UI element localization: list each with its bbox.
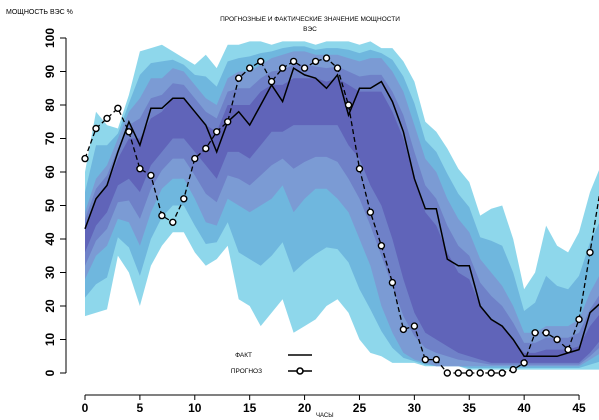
forecast-point bbox=[575, 315, 583, 324]
forecast-point bbox=[432, 355, 440, 364]
forecast-point bbox=[542, 329, 550, 337]
forecast-point bbox=[81, 154, 89, 163]
x-tick-label: 0 bbox=[82, 401, 89, 415]
chart-title: ПРОГНОЗНЫЕ И ФАКТИЧЕСКИЕ ЗНАЧЕНИЕ МОЩНОС… bbox=[200, 15, 420, 35]
forecast-point bbox=[498, 369, 506, 377]
legend-marker-forecast bbox=[296, 367, 304, 375]
fact-line bbox=[84, 66, 599, 358]
forecast-point bbox=[257, 57, 265, 66]
forecast-point bbox=[388, 278, 397, 287]
x-tick-label: 20 bbox=[298, 401, 312, 415]
y-axis: 0 10 20 30 40 50 60 70 80 90 100 bbox=[43, 28, 67, 376]
forecast-point bbox=[454, 369, 462, 377]
y-tick-label: 20 bbox=[43, 299, 57, 313]
y-axis-title: МОЩНОСТЬ ВЭС % bbox=[6, 9, 73, 16]
x-tick-label: 45 bbox=[572, 401, 586, 415]
forecast-line bbox=[84, 57, 599, 374]
forecast-point bbox=[410, 322, 419, 330]
forecast-point bbox=[564, 345, 572, 354]
x-tick-label: 30 bbox=[408, 401, 422, 415]
x-tick-label: 5 bbox=[137, 401, 144, 415]
forecast-point bbox=[487, 369, 495, 377]
y-tick-label: 100 bbox=[43, 28, 57, 48]
x-tick-label: 35 bbox=[463, 401, 477, 415]
forecast-point bbox=[421, 355, 429, 364]
x-axis-title: ЧАСЫ bbox=[316, 413, 334, 419]
forecast-point bbox=[300, 64, 309, 72]
x-axis: 0 5 10 15 20 25 30 35 40 45 bbox=[82, 394, 586, 415]
series-lines bbox=[84, 57, 599, 374]
forecast-point bbox=[531, 329, 539, 337]
forecast-point bbox=[333, 64, 342, 72]
forecast-point bbox=[92, 124, 100, 133]
forecast-point bbox=[399, 325, 408, 334]
forecast-point bbox=[289, 57, 298, 66]
forecast-point bbox=[344, 101, 353, 109]
forecast-point bbox=[169, 218, 177, 227]
legend: ФАКТ ПРОГНОЗ bbox=[231, 352, 312, 375]
x-tick-label: 40 bbox=[517, 401, 531, 415]
forecast-point bbox=[223, 118, 232, 126]
forecast-markers bbox=[81, 54, 594, 377]
forecast-point bbox=[509, 365, 517, 374]
y-tick-label: 80 bbox=[43, 98, 57, 112]
forecast-point bbox=[234, 74, 243, 82]
forecast-point bbox=[202, 144, 210, 153]
y-tick-label: 30 bbox=[43, 266, 57, 280]
y-tick-label: 50 bbox=[43, 199, 57, 213]
chart-title-line-1: ПРОГНОЗНЫЕ И ФАКТИЧЕСКИЕ ЗНАЧЕНИЕ МОЩНОС… bbox=[220, 16, 400, 23]
chart-title-line-2: ВЭС bbox=[303, 26, 317, 33]
forecast-point bbox=[125, 128, 133, 136]
forecast-point bbox=[191, 154, 199, 163]
forecast-point bbox=[278, 64, 287, 72]
y-tick-label: 70 bbox=[43, 132, 57, 146]
forecast-point bbox=[158, 211, 166, 220]
y-tick-label: 60 bbox=[43, 165, 57, 179]
band-layer-5 bbox=[85, 78, 599, 363]
x-tick-label: 15 bbox=[243, 401, 257, 415]
forecast-point bbox=[520, 359, 528, 367]
x-tick-label: 10 bbox=[188, 401, 202, 415]
forecast-point bbox=[476, 369, 484, 377]
forecast-point bbox=[465, 369, 473, 377]
forecast-point bbox=[180, 195, 188, 203]
forecast-point bbox=[322, 54, 331, 62]
forecast-point bbox=[267, 77, 276, 86]
forecast-point bbox=[377, 241, 386, 250]
forecast-point bbox=[147, 171, 155, 180]
forecast-point bbox=[366, 208, 375, 216]
y-tick-label: 0 bbox=[43, 369, 57, 376]
forecast-point bbox=[136, 164, 144, 173]
y-tick-label: 90 bbox=[43, 65, 57, 79]
legend-label-forecast: ПРОГНОЗ bbox=[231, 368, 262, 375]
forecast-point bbox=[245, 64, 254, 72]
forecast-point bbox=[311, 57, 320, 66]
forecast-point bbox=[114, 104, 122, 113]
forecast-point bbox=[355, 164, 364, 173]
y-tick-label: 10 bbox=[43, 333, 57, 347]
y-tick-label: 40 bbox=[43, 232, 57, 246]
forecast-point bbox=[212, 128, 221, 136]
forecast-point bbox=[103, 114, 111, 123]
forecast-point bbox=[553, 335, 561, 344]
legend-label-fact: ФАКТ bbox=[235, 352, 252, 359]
forecast-point bbox=[443, 369, 451, 377]
forecast-point bbox=[586, 248, 594, 257]
x-tick-label: 25 bbox=[353, 401, 367, 415]
